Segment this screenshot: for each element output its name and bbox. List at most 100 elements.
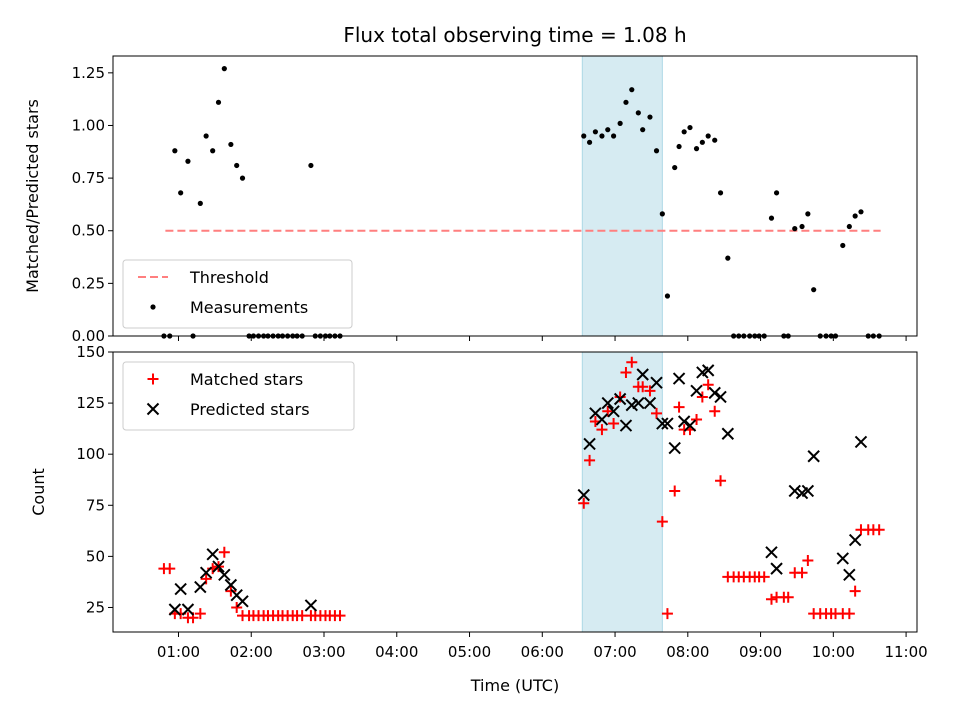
matched-stars-point bbox=[843, 608, 855, 620]
y-tick-label: 125 bbox=[76, 394, 105, 412]
x-tick-label: 04:00 bbox=[375, 643, 418, 661]
matched-stars-point bbox=[194, 608, 206, 620]
measurements-point bbox=[203, 133, 209, 139]
predicted-stars-point bbox=[168, 603, 182, 616]
matched-stars-point bbox=[696, 391, 708, 403]
matched-stars-point bbox=[796, 567, 808, 579]
predicted-stars-point bbox=[788, 484, 801, 498]
matched-stars-point bbox=[164, 563, 176, 575]
predicted-stars-point bbox=[174, 582, 187, 596]
matched-stars-point bbox=[673, 401, 685, 413]
predicted-stars-point bbox=[668, 441, 681, 455]
measurements-point bbox=[308, 162, 314, 169]
predicted-stars-point bbox=[212, 560, 225, 573]
measurements-point bbox=[811, 287, 817, 293]
predicted-stars-point bbox=[181, 603, 195, 616]
predicted-stars-point bbox=[224, 578, 238, 592]
measurements-point bbox=[712, 137, 718, 143]
predicted-stars-point bbox=[701, 364, 715, 377]
y-tick-label: 25 bbox=[86, 598, 105, 616]
measurements-point bbox=[228, 141, 234, 148]
predicted-stars-point bbox=[708, 386, 721, 400]
predicted-stars-point bbox=[801, 484, 815, 498]
measurements-point bbox=[610, 133, 617, 139]
matched-stars-point bbox=[608, 418, 620, 430]
measurements-point bbox=[599, 133, 605, 139]
measurements-point bbox=[640, 127, 646, 133]
matched-stars-point bbox=[765, 593, 777, 605]
y-tick-label: 0.75 bbox=[72, 169, 105, 187]
legend-marker bbox=[146, 402, 160, 416]
predicted-stars-point bbox=[194, 580, 207, 594]
measurements-point bbox=[676, 143, 682, 150]
measurements-point bbox=[664, 293, 671, 299]
predicted-stars-point bbox=[643, 396, 657, 410]
y-tick-label: 1.25 bbox=[72, 64, 105, 82]
y-tick-label: 1.00 bbox=[72, 116, 105, 134]
predicted-stars-point bbox=[577, 488, 590, 502]
measurements-point bbox=[792, 226, 798, 232]
predicted-stars-point bbox=[714, 390, 727, 404]
matched-stars-point bbox=[334, 610, 346, 622]
measurements-point bbox=[659, 211, 665, 217]
measurements-point bbox=[647, 114, 653, 120]
matched-stars-point bbox=[691, 413, 703, 425]
legend: Threshold Measurements bbox=[122, 259, 353, 329]
matched-stars-point bbox=[231, 601, 243, 613]
axes-frame bbox=[112, 55, 918, 337]
matched-stars-point bbox=[626, 356, 638, 368]
matched-stars-point bbox=[620, 366, 632, 378]
predicted-stars-point bbox=[690, 384, 703, 398]
measurements-point bbox=[799, 223, 805, 230]
predicted-stars-point bbox=[661, 417, 674, 430]
predicted-stars-point bbox=[206, 548, 219, 561]
y-tick-label: 0.00 bbox=[72, 327, 105, 345]
matched-stars-point bbox=[849, 585, 861, 597]
y-tick-label: 100 bbox=[76, 445, 105, 463]
predicted-stars-point bbox=[619, 419, 633, 432]
predicted-stars-point bbox=[770, 562, 783, 575]
measurements-point bbox=[586, 139, 593, 145]
measurements-point bbox=[635, 110, 641, 116]
predicted-stars-point bbox=[607, 405, 620, 418]
measurements-point bbox=[185, 158, 191, 164]
y-tick-label: 150 bbox=[76, 343, 105, 361]
matched-stars-point bbox=[651, 407, 663, 419]
measurements-point bbox=[858, 209, 864, 215]
measurements-point bbox=[592, 129, 599, 135]
measurements-point bbox=[653, 148, 660, 154]
measurements-point bbox=[773, 190, 780, 196]
predicted-stars-point bbox=[672, 372, 686, 385]
predicted-stars-point bbox=[613, 392, 627, 406]
predicted-stars-point bbox=[304, 599, 318, 612]
y-axis-label: Count bbox=[29, 468, 48, 516]
x-tick-label: 11:00 bbox=[884, 643, 927, 661]
legend-label: Matched stars bbox=[190, 370, 303, 389]
matched-stars-point bbox=[644, 385, 656, 397]
matched-stars-point bbox=[758, 571, 770, 583]
measurements-point bbox=[197, 200, 203, 206]
legend-label: Measurements bbox=[190, 298, 308, 317]
matched-stars-point bbox=[596, 424, 608, 436]
predicted-stars-point bbox=[683, 419, 697, 432]
predicted-stars-point bbox=[595, 413, 609, 426]
matched-stars-point bbox=[584, 454, 596, 466]
predicted-stars-point bbox=[218, 568, 231, 581]
predicted-stars-point bbox=[601, 396, 614, 410]
x-tick-label: 03:00 bbox=[302, 643, 345, 661]
predicted-stars-point bbox=[721, 427, 735, 440]
legend-marker bbox=[150, 304, 156, 310]
measurements-point bbox=[215, 99, 222, 105]
measurements-point bbox=[693, 146, 700, 152]
axes-frame bbox=[112, 351, 918, 633]
legend-label: Predicted stars bbox=[190, 400, 310, 419]
measurements-point bbox=[699, 139, 705, 145]
predicted-stars-point bbox=[807, 450, 820, 463]
measurements-point bbox=[581, 133, 587, 139]
predicted-stars-point bbox=[632, 396, 645, 410]
legend-box bbox=[122, 259, 353, 329]
legend: Matched stars Predicted stars bbox=[122, 361, 355, 431]
predicted-stars-point bbox=[199, 566, 213, 579]
predicted-stars-point bbox=[236, 595, 249, 608]
